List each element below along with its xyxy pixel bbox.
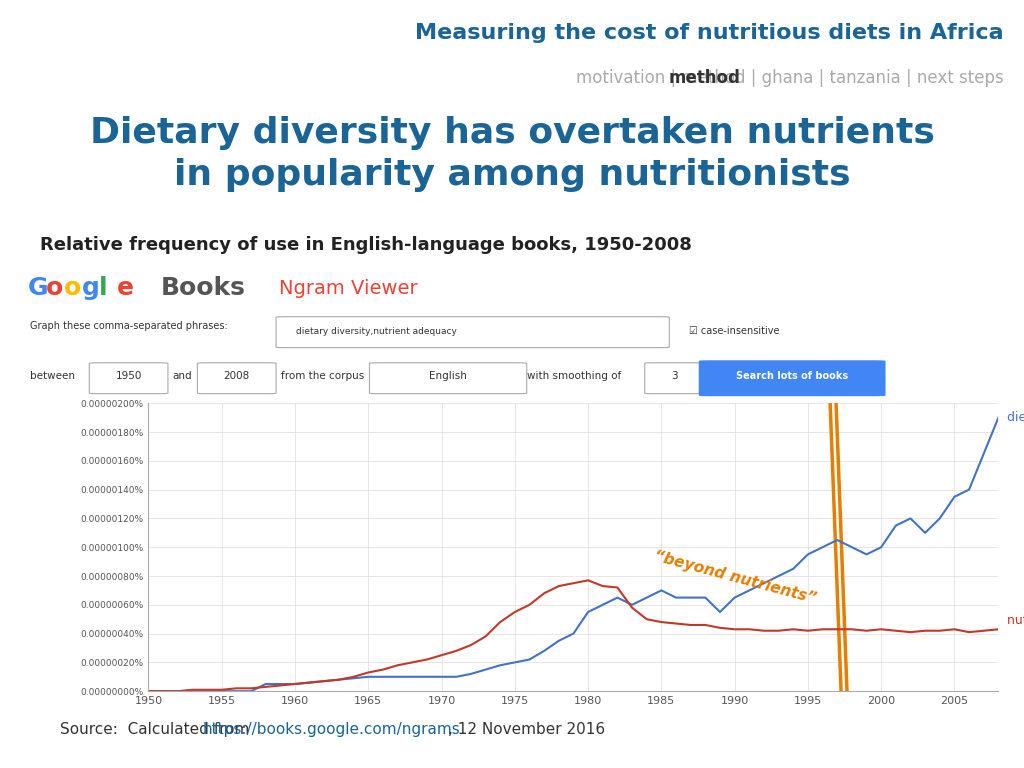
Text: 1950: 1950 [116, 371, 141, 381]
Text: 2008: 2008 [223, 371, 250, 381]
Text: between: between [31, 371, 76, 381]
Text: dietary diversity,nutrient adequacy: dietary diversity,nutrient adequacy [296, 326, 457, 336]
FancyBboxPatch shape [370, 362, 526, 394]
Text: dietary diversity: dietary diversity [1007, 411, 1024, 424]
Text: g: g [82, 276, 99, 300]
Text: Books: Books [160, 276, 245, 300]
Text: Ngram Viewer: Ngram Viewer [279, 279, 417, 297]
Text: English: English [429, 371, 467, 381]
Text: method: method [669, 69, 740, 87]
FancyBboxPatch shape [698, 360, 886, 396]
Text: o: o [45, 276, 62, 300]
FancyBboxPatch shape [645, 362, 703, 394]
Text: Measuring the cost of nutritious diets in Africa: Measuring the cost of nutritious diets i… [415, 23, 1004, 43]
Text: Source:  Calculated from: Source: Calculated from [59, 722, 254, 737]
Text: from the corpus: from the corpus [281, 371, 365, 381]
Text: motivation | method | ghana | tanzania | next steps: motivation | method | ghana | tanzania |… [575, 69, 1004, 87]
Text: o: o [63, 276, 81, 300]
FancyBboxPatch shape [198, 362, 276, 394]
Text: with smoothing of: with smoothing of [526, 371, 621, 381]
Text: and: and [173, 371, 193, 381]
Text: Search lots of books: Search lots of books [736, 371, 848, 381]
Text: , 12 November 2016: , 12 November 2016 [449, 722, 605, 737]
Text: “beyond nutrients”: “beyond nutrients” [651, 548, 817, 607]
Text: Dietary diversity has overtaken nutrients
in popularity among nutritionists: Dietary diversity has overtaken nutrient… [89, 116, 935, 193]
FancyBboxPatch shape [276, 316, 670, 348]
Text: Relative frequency of use in English-language books, 1950-2008: Relative frequency of use in English-lan… [40, 237, 692, 254]
FancyBboxPatch shape [89, 362, 168, 394]
Text: ☑ case-insensitive: ☑ case-insensitive [689, 326, 779, 336]
Text: e: e [117, 276, 134, 300]
Text: l: l [99, 276, 108, 300]
Text: 3: 3 [671, 371, 678, 381]
Text: nutrient adequacy: nutrient adequacy [1007, 614, 1024, 627]
Text: G: G [28, 276, 48, 300]
Text: https://books.google.com/ngrams: https://books.google.com/ngrams [203, 722, 460, 737]
Text: Graph these comma-separated phrases:: Graph these comma-separated phrases: [31, 321, 228, 331]
